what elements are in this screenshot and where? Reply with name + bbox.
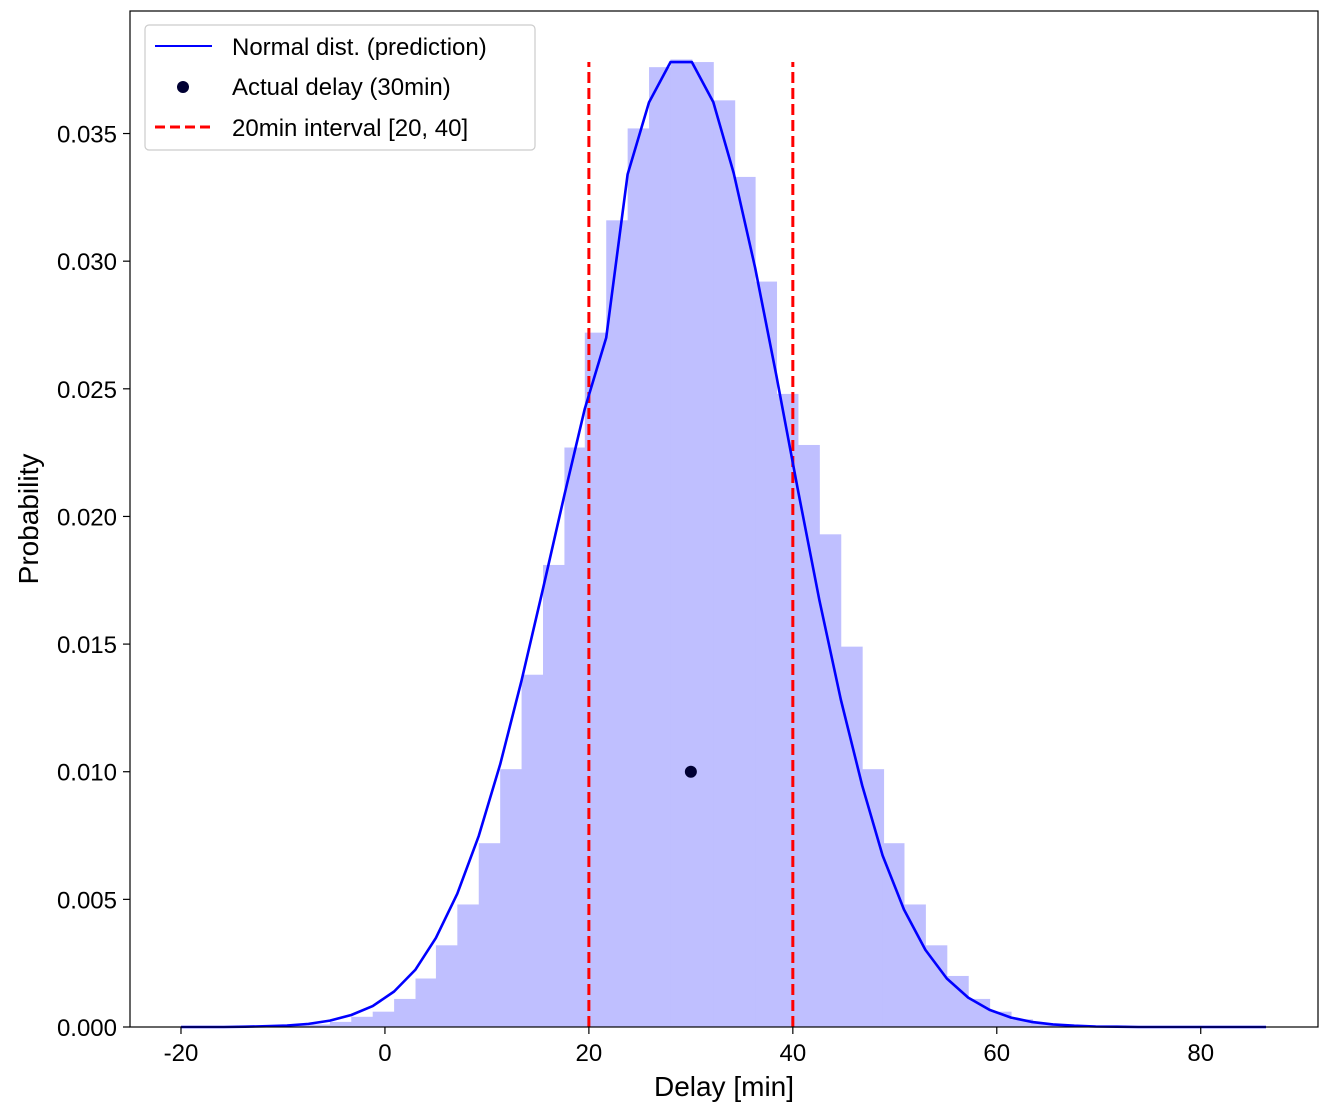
x-axis-label: Delay [min] <box>654 1071 794 1102</box>
y-tick-label: 0.015 <box>57 632 117 659</box>
y-axis-label: Probability <box>13 454 44 585</box>
actual-delay-point <box>684 765 697 778</box>
histogram-bar <box>372 1011 395 1027</box>
histogram-bar <box>1031 1023 1054 1027</box>
histogram-bar <box>521 674 544 1027</box>
legend-dot-swatch <box>177 81 189 93</box>
histogram-bar <box>819 534 842 1027</box>
x-tick-label: 20 <box>576 1040 603 1067</box>
y-tick-label: 0.035 <box>57 122 117 149</box>
histogram-bar <box>670 59 693 1028</box>
legend-box <box>144 24 536 151</box>
histogram-bar <box>1011 1019 1033 1027</box>
x-tick-label: 60 <box>983 1040 1010 1067</box>
y-axis-ticks: 0.000 0.005 0.010 0.015 0.020 0.025 0.030 0.035 <box>57 122 130 1042</box>
histogram-bar <box>329 1021 352 1027</box>
x-axis-ticks: -20 0 20 40 60 80 <box>164 1027 1214 1067</box>
y-tick-label: 0.000 <box>57 1015 117 1042</box>
legend-label-normal: Normal dist. (prediction) <box>232 34 487 61</box>
legend: Normal dist. (prediction) Actual delay (… <box>144 24 536 151</box>
histogram-bar <box>394 998 417 1027</box>
histogram-bar <box>415 978 438 1027</box>
histogram-bar <box>755 281 778 1027</box>
y-tick-label: 0.020 <box>57 504 117 531</box>
histogram-bar <box>797 444 820 1027</box>
actual-delay-layer <box>684 765 697 778</box>
histogram-bar <box>840 646 863 1027</box>
histogram-bar <box>500 769 523 1027</box>
x-tick-label: 0 <box>378 1040 391 1067</box>
normal-curve-line <box>181 60 1266 1029</box>
histogram-bar <box>308 1024 331 1027</box>
histogram-bar <box>478 843 501 1027</box>
plot-frame <box>129 10 1319 1028</box>
histogram-bar <box>287 1025 309 1027</box>
histogram-bar <box>435 945 458 1027</box>
histogram-bar <box>691 62 714 1027</box>
y-tick-label: 0.025 <box>57 377 117 404</box>
histogram-bar <box>733 176 756 1028</box>
y-tick-label: 0.005 <box>57 887 117 914</box>
legend-label-interval: 20min interval [20, 40] <box>232 115 468 142</box>
y-tick-label: 0.010 <box>57 760 117 787</box>
histogram-bar <box>351 1016 374 1027</box>
x-tick-label: -20 <box>164 1040 199 1067</box>
histogram-bars <box>266 59 1118 1028</box>
histogram-bar <box>606 220 629 1027</box>
histogram-bar <box>457 904 480 1027</box>
histogram-bar <box>903 904 926 1027</box>
histogram-bar <box>542 564 565 1027</box>
histogram-bar <box>882 843 905 1027</box>
histogram-bar <box>627 128 650 1028</box>
histogram-bar <box>925 945 948 1027</box>
histogram-bar <box>564 447 587 1028</box>
histogram-bar <box>713 100 736 1027</box>
interval-lines <box>587 62 795 1027</box>
normal-curve-layer <box>181 60 1266 1029</box>
x-tick-label: 80 <box>1187 1040 1214 1067</box>
x-tick-label: 40 <box>779 1040 806 1067</box>
histogram-bar <box>946 975 969 1027</box>
y-tick-label: 0.030 <box>57 249 117 276</box>
legend-label-actual: Actual delay (30min) <box>232 74 451 101</box>
histogram-bar <box>649 67 671 1027</box>
histogram-bar <box>776 393 799 1028</box>
histogram-bar <box>862 769 885 1027</box>
